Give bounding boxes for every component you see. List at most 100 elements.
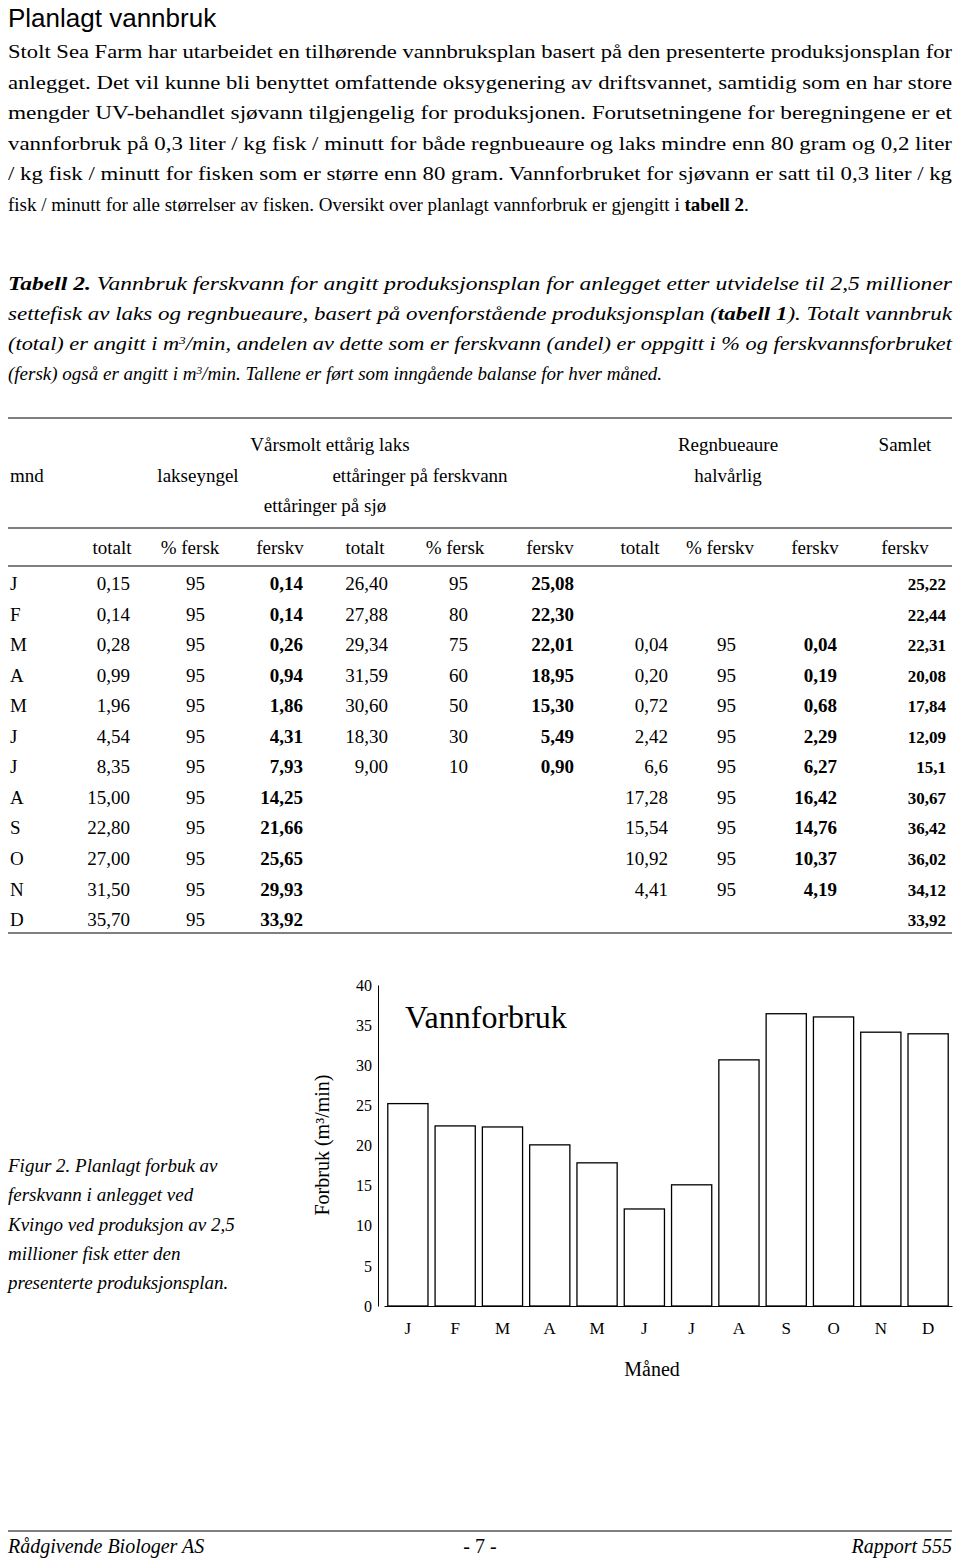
table-cell: 0,15 [97, 573, 130, 594]
table-header: % ferskv [686, 537, 755, 558]
table-header: Samlet [879, 434, 932, 455]
table-rule [8, 527, 952, 528]
table-cell: 95 [186, 726, 205, 747]
table-cell: 95 [186, 573, 205, 594]
table-cell: 10,37 [794, 848, 837, 869]
table-cell: 50 [449, 695, 468, 716]
figure-caption: millioner fisk etter den [8, 1243, 181, 1264]
table-cell: 95 [717, 848, 736, 869]
bar [435, 1126, 475, 1306]
tick: 25 [356, 1097, 378, 1114]
table-cell: 15,1 [916, 758, 946, 777]
table-cell: 16,42 [794, 787, 837, 808]
x-axis-title: Måned [624, 1358, 680, 1380]
tick-label: 5 [364, 1257, 372, 1274]
tick-label: 35 [356, 1017, 372, 1034]
tick-label: M [589, 1319, 604, 1338]
table-cell: 0,68 [804, 695, 837, 716]
table-cell: 17,28 [625, 787, 668, 808]
table-header: ettåringer på sjø [264, 495, 386, 516]
text-segment: . [744, 194, 749, 215]
tick: J [688, 1306, 695, 1338]
tick: A [733, 1306, 746, 1338]
x-axis: JFMAMJJASOND [385, 1306, 953, 1338]
paragraph-line: / kg fisk / minutt for fisken som er stø… [8, 163, 953, 184]
table-cell: 2,42 [635, 726, 668, 747]
tick-label: M [495, 1319, 510, 1338]
tick: 20 [356, 1137, 378, 1154]
table-cell: 95 [186, 695, 205, 716]
tick: O [827, 1306, 839, 1338]
bar [766, 1014, 806, 1306]
tick: 15 [356, 1177, 378, 1194]
table-cell: 30 [449, 726, 468, 747]
table-cell: 36,42 [908, 819, 946, 838]
table-cell: M [10, 695, 27, 716]
table-cell: 14,25 [260, 787, 303, 808]
tick-label: 20 [356, 1137, 372, 1154]
table-cell: 6,6 [644, 756, 668, 777]
tick-label: F [450, 1319, 459, 1338]
table-header: % fersk [161, 537, 220, 558]
table-cell: 95 [717, 756, 736, 777]
table-cell: A [10, 665, 24, 686]
text-segment: anlegget. Det vil kunne bli benyttet omf… [8, 72, 952, 93]
table-cell: F [10, 604, 21, 625]
caption-line: settefisk av laks og regnbueaure, basert… [8, 303, 953, 325]
table-cell: 95 [717, 787, 736, 808]
axis-line [385, 1306, 953, 1307]
table-header: ferskv [881, 537, 929, 558]
table-cell: 1,96 [97, 695, 130, 716]
paragraph-line: anlegget. Det vil kunne bli benyttet omf… [8, 72, 952, 93]
bar [388, 1104, 428, 1306]
table-cell: 10,92 [625, 848, 668, 869]
table-header: Vårsmolt ettårig laks [250, 434, 409, 455]
table-cell: 31,59 [345, 665, 388, 686]
paragraph-line: fisk / minutt for alle størrelser av fis… [8, 194, 749, 215]
table-cell: N [10, 879, 24, 900]
table-cell: 60 [449, 665, 468, 686]
bar [719, 1060, 759, 1306]
y-axis: 0510152025303540 [356, 977, 379, 1315]
table-cell: 95 [186, 756, 205, 777]
table-cell: 95 [186, 604, 205, 625]
footer-left: Rådgivende Biologer AS [7, 1535, 204, 1558]
table-cell: 21,66 [260, 817, 303, 838]
table-rule [8, 565, 952, 566]
table-cell: 95 [717, 634, 736, 655]
table-cell: 12,09 [908, 728, 946, 747]
table-cell: 4,41 [635, 879, 668, 900]
figure-caption: Figur 2. Planlagt forbuk av [7, 1155, 218, 1176]
table-cell: 15,54 [625, 817, 668, 838]
table-header: ferskv [791, 537, 839, 558]
caption-line: Tabell 2. Vannbruk ferskvann for angitt … [8, 273, 953, 294]
table-cell: 0,14 [97, 604, 131, 625]
table-cell: 95 [186, 848, 205, 869]
text-segment: ). Totalt vannbruk [786, 303, 952, 325]
table-cell: 35,70 [87, 909, 130, 930]
table-rule [8, 417, 952, 418]
page: Planlagt vannbruk Stolt Sea Farm har utar… [0, 0, 960, 1561]
chart-title: Vannforbruk [405, 999, 567, 1035]
page-title: Planlagt vannbruk [8, 3, 217, 33]
table-cell: 1,86 [270, 695, 303, 716]
table-cell: A [10, 787, 24, 808]
tick-label: O [827, 1319, 839, 1338]
table-cell: 4,31 [270, 726, 303, 747]
table-header: totalt [345, 537, 385, 558]
table-cell: S [10, 817, 21, 838]
bar [861, 1032, 901, 1306]
table-header: totalt [92, 537, 132, 558]
bar [908, 1034, 948, 1306]
bar [482, 1127, 522, 1306]
y-axis-title: Forbruk (m³/min) [311, 1075, 334, 1216]
table-cell: 36,02 [908, 850, 946, 869]
tick: N [875, 1306, 887, 1338]
tick-label: J [688, 1319, 695, 1338]
paragraph-line: Stolt Sea Farm har utarbeidet en tilhøre… [8, 41, 953, 62]
tick-label: J [405, 1319, 412, 1338]
table-header: halvårlig [694, 465, 762, 486]
table-cell: 29,93 [260, 879, 303, 900]
tick-label: 40 [356, 977, 372, 994]
paragraph-line: mengder UV-behandlet sjøvann tilgjengeli… [8, 102, 953, 123]
